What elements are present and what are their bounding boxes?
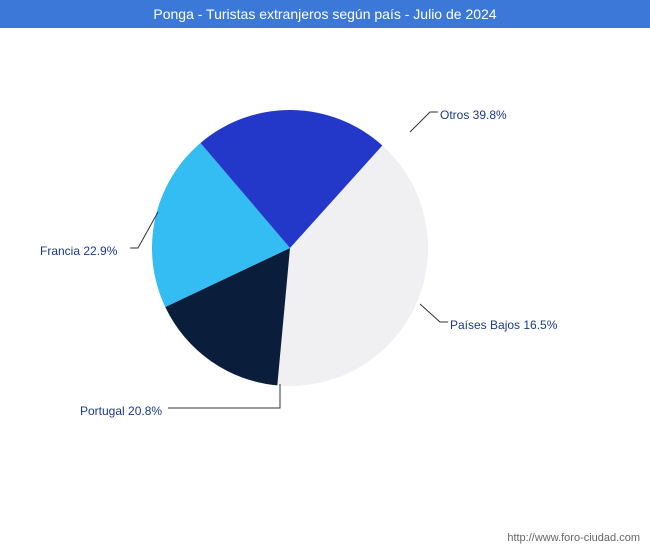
chart-title: Ponga - Turistas extranjeros según país … (0, 0, 650, 28)
slice-label-países-bajos: Países Bajos 16.5% (450, 318, 557, 332)
slice-label-francia: Francia 22.9% (40, 244, 117, 258)
leader-line (410, 112, 438, 132)
leader-line (168, 384, 280, 408)
slice-label-otros: Otros 39.8% (440, 108, 507, 122)
pie-chart: Otros 39.8% Países Bajos 16.5% Portugal 20… (0, 28, 650, 522)
source-url: http://www.foro-ciudad.com (507, 532, 640, 544)
leader-line (420, 304, 448, 322)
slice-label-portugal: Portugal 20.8% (80, 404, 162, 418)
